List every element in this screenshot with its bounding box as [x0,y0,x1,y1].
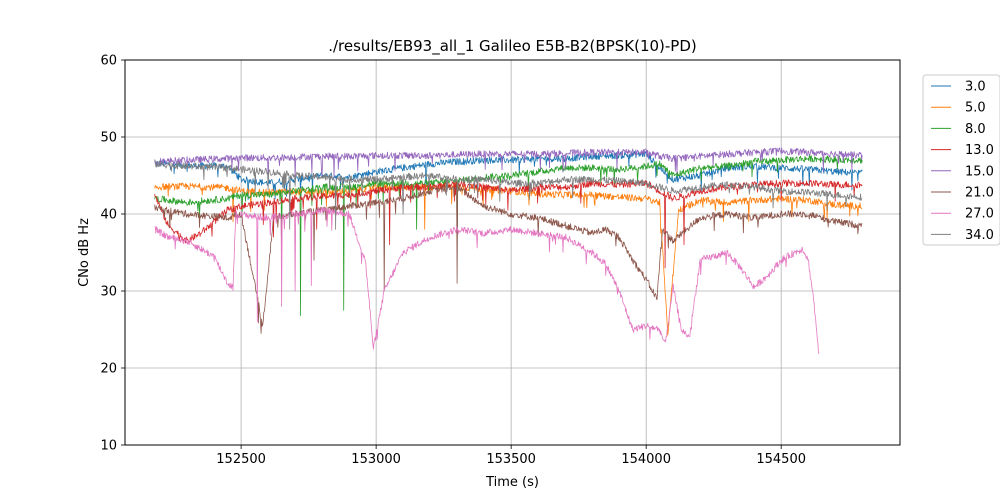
y-tick-label: 10 [100,439,117,454]
legend-box [922,74,1000,246]
legend-label: 34.0 [965,228,994,243]
legend-label: 3.0 [965,80,986,95]
legend-label: 15.0 [965,164,994,179]
x-axis-label: Time (s) [485,475,539,490]
y-axis-label: CNo dB Hz [77,218,92,287]
series-line-13.0 [154,179,863,269]
y-tick-label: 50 [100,131,117,146]
plot-frame [124,59,901,446]
y-tick-label: 60 [100,54,117,69]
legend-label: 13.0 [965,143,994,158]
legend-label: 8.0 [965,122,986,137]
legend-label: 27.0 [965,207,994,222]
series-line-15.0 [154,147,863,184]
x-tick-label: 152500 [216,452,266,467]
series-group [154,147,863,355]
series-line-8.0 [154,154,863,316]
y-axis-ticks: 10 20 30 40 50 60 [100,54,125,454]
legend-label: 5.0 [965,101,986,116]
legend: 3.0 5.0 8.0 13.0 15.0 21.0 27.0 34.0 [922,74,1000,246]
series-line-21.0 [154,184,863,334]
y-tick-label: 40 [100,208,117,223]
y-tick-label: 20 [100,362,117,377]
x-tick-label: 154500 [756,452,806,467]
series-line-5.0 [154,182,863,336]
series-line-34.0 [154,160,863,230]
x-tick-label: 153500 [486,452,536,467]
x-tick-label: 153000 [351,452,401,467]
chart-title: ./results/EB93_all_1 Galileo E5B-B2(BPSK… [328,37,697,56]
legend-label: 21.0 [965,186,994,201]
y-tick-label: 30 [100,285,117,300]
x-axis-ticks: 152500 153000 153500 154000 154500 [216,445,806,467]
series-line-27.0 [154,207,820,355]
x-tick-label: 154000 [621,452,671,467]
